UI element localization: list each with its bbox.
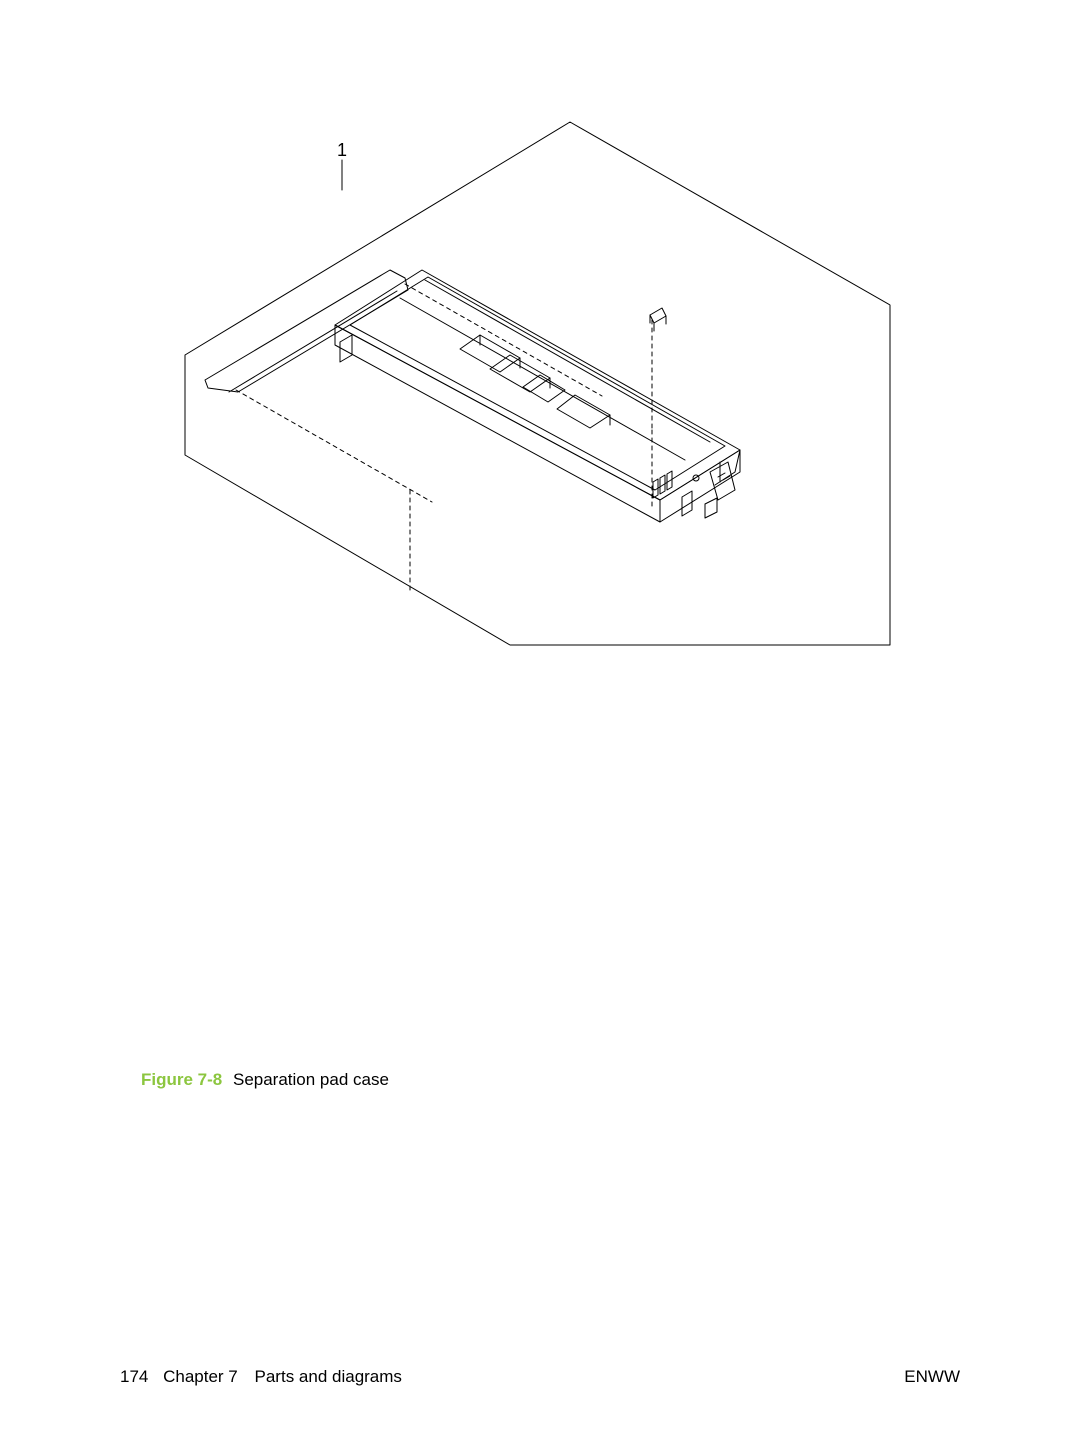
figure-title: Separation pad case — [233, 1070, 389, 1089]
parts-diagram — [180, 120, 900, 680]
page-footer: 174 Chapter 7 Parts and diagrams ENWW — [0, 1367, 1080, 1387]
page-number: 174 — [120, 1367, 148, 1386]
footer-right: ENWW — [904, 1367, 960, 1387]
figure-label: Figure 7-8 — [141, 1070, 222, 1089]
section-label: Parts and diagrams — [255, 1367, 402, 1386]
figure-caption: Figure 7-8 Separation pad case — [141, 1070, 389, 1090]
chapter-label: Chapter 7 — [163, 1367, 238, 1386]
footer-left: 174 Chapter 7 Parts and diagrams — [120, 1367, 402, 1387]
